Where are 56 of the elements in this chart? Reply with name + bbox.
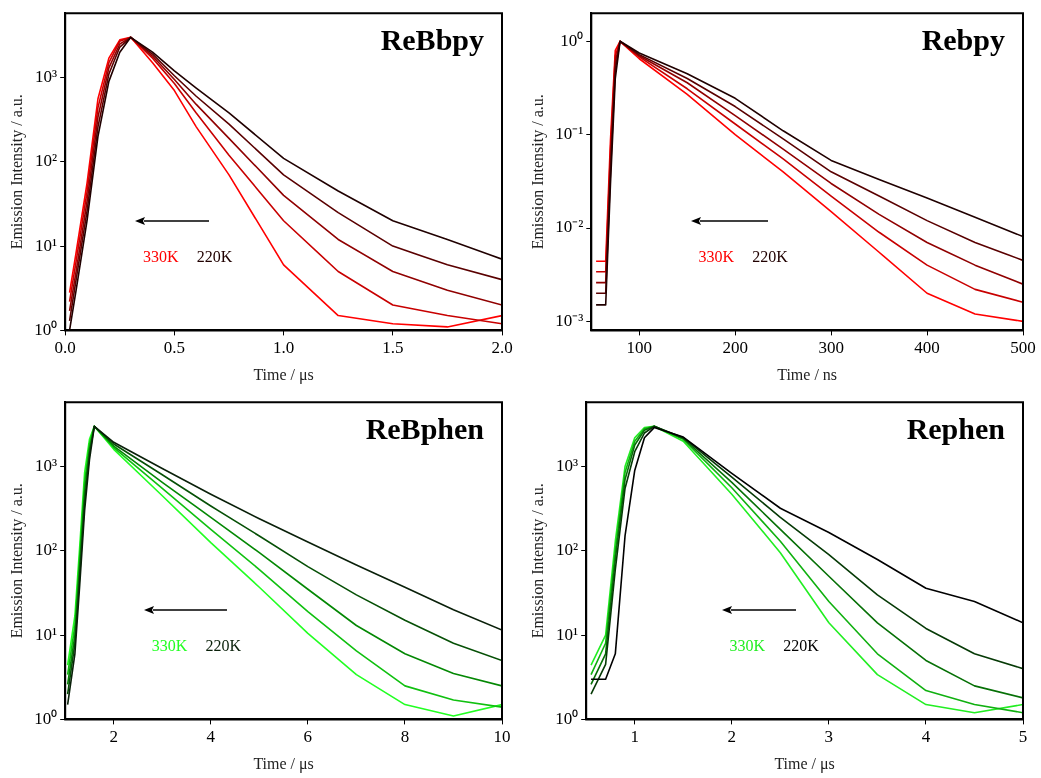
x-tick-label: 6 bbox=[303, 727, 313, 747]
x-tick-label: 500 bbox=[1010, 338, 1036, 358]
annotation: 330K bbox=[698, 247, 735, 265]
y-tick-label: 10⁰ bbox=[34, 708, 58, 728]
annotation: 330K bbox=[143, 247, 180, 265]
chart-title: Rebpy bbox=[921, 22, 1005, 56]
y-tick-label: 10⁻³ bbox=[555, 310, 584, 330]
annotation: 330K bbox=[151, 636, 188, 654]
y-tick-label: 10³ bbox=[556, 456, 579, 476]
x-tick-label: 100 bbox=[626, 338, 653, 358]
x-tick-label: 0.0 bbox=[54, 338, 76, 358]
x-axis-title: Time / ns bbox=[777, 365, 838, 383]
x-tick-label: 1.0 bbox=[272, 338, 295, 358]
x-tick-label: 2.0 bbox=[491, 338, 513, 358]
y-tick-label: 10⁻² bbox=[555, 217, 584, 237]
y-tick-label: 10⁰ bbox=[555, 708, 579, 728]
x-tick-label: 2 bbox=[727, 727, 737, 747]
y-tick-label: 10³ bbox=[35, 67, 58, 87]
x-tick-label: 300 bbox=[818, 338, 844, 358]
y-axis-title: Emission Intensity / a.u. bbox=[7, 94, 26, 250]
annotation: 220K bbox=[752, 247, 789, 265]
annotation: 220K bbox=[783, 636, 820, 654]
x-tick-label: 200 bbox=[722, 338, 748, 358]
x-tick-label: 3 bbox=[824, 727, 834, 747]
x-tick-label: 8 bbox=[400, 727, 410, 747]
y-tick-label: 10² bbox=[556, 540, 579, 560]
y-axis-title: Emission Intensity / a.u. bbox=[7, 483, 26, 639]
chart-title: Rephen bbox=[906, 411, 1006, 445]
x-tick-label: 5 bbox=[1018, 727, 1028, 747]
y-tick-label: 10³ bbox=[35, 456, 58, 476]
x-tick-label: 1 bbox=[630, 727, 639, 747]
y-axis-title: Emission Intensity / a.u. bbox=[528, 483, 547, 639]
annotation: 220K bbox=[205, 636, 242, 654]
x-axis-title: Time / μs bbox=[774, 754, 835, 773]
x-tick-label: 4 bbox=[206, 727, 216, 747]
x-tick-label: 4 bbox=[921, 727, 931, 747]
x-tick-label: 10 bbox=[493, 727, 511, 747]
x-tick-label: 2 bbox=[109, 727, 118, 747]
y-tick-label: 10⁰ bbox=[560, 30, 584, 50]
y-tick-label: 10¹ bbox=[556, 624, 579, 644]
y-tick-label: 10² bbox=[35, 151, 58, 171]
x-tick-label: 0.5 bbox=[163, 338, 186, 358]
x-axis-title: Time / μs bbox=[253, 365, 314, 384]
y-tick-label: 10⁻¹ bbox=[555, 124, 584, 144]
annotation: 330K bbox=[729, 636, 766, 654]
x-axis-title: Time / μs bbox=[253, 754, 314, 773]
x-tick-label: 1.5 bbox=[382, 338, 404, 358]
x-tick-label: 400 bbox=[914, 338, 940, 358]
y-tick-label: 10⁰ bbox=[34, 319, 58, 339]
y-axis-title: Emission Intensity / a.u. bbox=[528, 94, 547, 250]
y-tick-label: 10¹ bbox=[35, 235, 58, 255]
y-tick-label: 10¹ bbox=[35, 624, 58, 644]
y-tick-label: 10² bbox=[35, 540, 58, 560]
annotation: 220K bbox=[196, 247, 233, 265]
chart-title: ReBphen bbox=[365, 411, 485, 445]
chart-title: ReBbpy bbox=[380, 22, 484, 56]
